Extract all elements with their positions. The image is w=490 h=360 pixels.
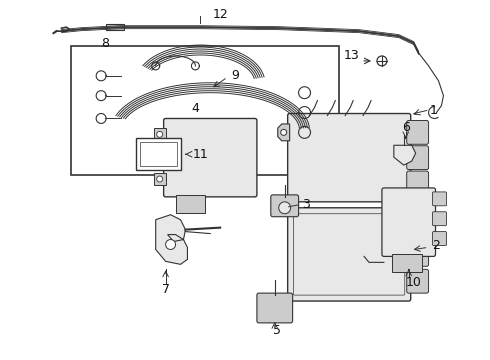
FancyBboxPatch shape bbox=[288, 208, 411, 301]
Bar bbox=[136, 138, 180, 170]
Text: 13: 13 bbox=[343, 49, 359, 63]
Bar bbox=[154, 129, 166, 140]
Polygon shape bbox=[278, 124, 290, 141]
Circle shape bbox=[279, 202, 291, 214]
Bar bbox=[106, 24, 124, 30]
Bar bbox=[154, 173, 166, 185]
Text: 9: 9 bbox=[231, 69, 239, 82]
Polygon shape bbox=[156, 215, 188, 264]
Bar bbox=[140, 142, 176, 166]
FancyBboxPatch shape bbox=[257, 293, 293, 323]
Text: 7: 7 bbox=[162, 283, 170, 296]
FancyBboxPatch shape bbox=[407, 243, 429, 266]
Bar bbox=[175, 195, 205, 213]
Text: 8: 8 bbox=[101, 37, 109, 50]
FancyBboxPatch shape bbox=[407, 216, 429, 239]
Text: 4: 4 bbox=[192, 102, 199, 115]
Text: 1: 1 bbox=[430, 104, 438, 117]
FancyBboxPatch shape bbox=[271, 195, 298, 217]
Polygon shape bbox=[409, 124, 416, 141]
FancyBboxPatch shape bbox=[407, 146, 429, 170]
FancyBboxPatch shape bbox=[407, 171, 429, 195]
Text: 3: 3 bbox=[302, 198, 311, 211]
FancyBboxPatch shape bbox=[433, 192, 446, 206]
Text: 11: 11 bbox=[193, 148, 208, 161]
Bar bbox=[392, 255, 421, 272]
Polygon shape bbox=[394, 145, 416, 165]
Circle shape bbox=[377, 56, 387, 66]
Circle shape bbox=[281, 129, 287, 135]
Circle shape bbox=[157, 131, 163, 137]
FancyBboxPatch shape bbox=[382, 188, 436, 256]
FancyBboxPatch shape bbox=[433, 212, 446, 226]
Text: 12: 12 bbox=[212, 8, 228, 21]
Text: 5: 5 bbox=[273, 324, 281, 337]
Bar bbox=[72, 46, 339, 175]
FancyBboxPatch shape bbox=[164, 118, 257, 197]
Text: 2: 2 bbox=[433, 239, 441, 252]
Circle shape bbox=[166, 239, 175, 249]
FancyBboxPatch shape bbox=[407, 269, 429, 293]
Text: 10: 10 bbox=[406, 276, 421, 289]
Circle shape bbox=[157, 176, 163, 182]
FancyBboxPatch shape bbox=[288, 113, 411, 202]
FancyBboxPatch shape bbox=[407, 121, 429, 144]
Text: 6: 6 bbox=[402, 121, 410, 134]
FancyBboxPatch shape bbox=[433, 231, 446, 246]
